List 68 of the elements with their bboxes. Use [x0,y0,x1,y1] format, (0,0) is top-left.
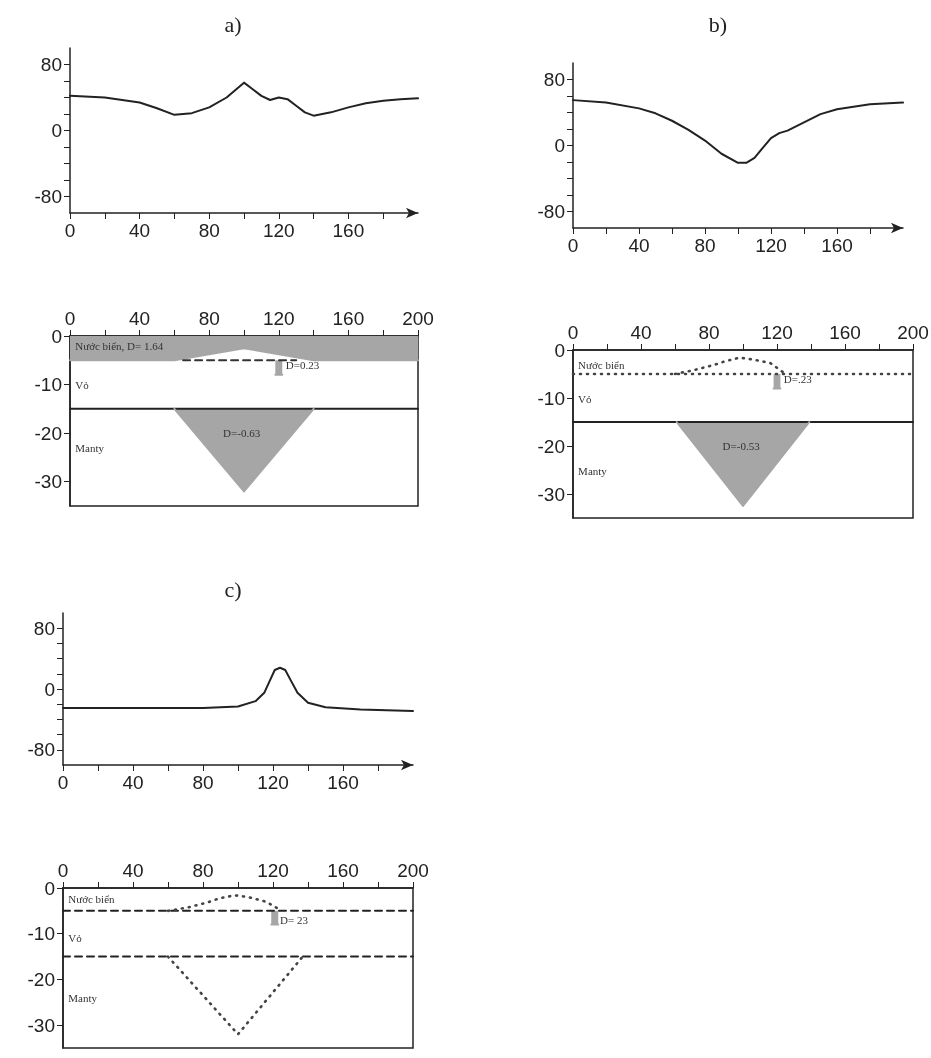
x-tick-label: 0 [64,308,76,329]
annotation: Nước biển, D= 1.64 [75,340,164,353]
annotation: D= 23 [280,914,309,926]
x-tick-label: 40 [628,235,650,256]
y-tick-label: 0 [51,120,62,141]
annotation: Manty [75,442,105,455]
annotation: Vỏ [68,931,83,944]
x-tick-label: 160 [829,322,861,343]
chart-title: b) [708,11,728,37]
y-tick-label: -20 [27,968,55,990]
annotation: Manty [68,992,98,1005]
x-tick-label: 120 [262,220,295,241]
y-tick-label: -30 [34,471,62,493]
x-tick-label: 40 [129,220,151,241]
x-tick-label: 160 [327,772,359,793]
annotation: Nước biển [68,893,116,906]
y-tick-label: 0 [44,877,55,899]
x-tick-label: 160 [327,860,359,881]
y-tick-label: -10 [537,387,565,409]
x-tick-label: 160 [332,220,365,241]
y-tick-label: -20 [537,435,565,457]
y-tick-label: -80 [34,186,62,207]
x-tick-label: 80 [192,772,214,793]
annotation: Nước biển [578,359,625,372]
y-tick-label: 0 [554,135,565,156]
x-tick-label: 40 [129,308,151,329]
y-tick-label: -80 [537,201,565,222]
annotation: Vỏ [75,379,90,392]
y-tick-label: -30 [27,1014,55,1036]
x-tick-label: 0 [567,322,579,343]
x-tick-label: 160 [332,308,365,329]
x-tick-label: 0 [567,235,579,256]
annotation: D=-0.53 [722,439,761,452]
y-tick-label: 80 [40,54,62,75]
annotation: Manty [578,464,608,477]
x-tick-label: 80 [192,860,214,881]
chart-title: a) [224,11,242,37]
x-tick-label: 80 [198,308,220,329]
y-tick-label: -30 [537,483,565,505]
annotation: D=0.23 [285,358,320,371]
x-tick-label: 40 [630,322,652,343]
y-tick-label: -10 [27,923,55,945]
x-tick-label: 120 [257,860,289,881]
x-tick-label: 120 [755,235,787,256]
annotation: D=-0.63 [223,426,261,439]
x-tick-label: 160 [821,235,853,256]
annotation: Vỏ [578,392,593,405]
y-tick-label: -80 [27,739,55,761]
x-tick-label: 40 [122,860,144,881]
x-tick-label: 120 [257,772,289,793]
y-tick-label: 80 [543,69,565,90]
x-tick-label: 40 [122,772,144,793]
y-tick-label: 0 [554,339,565,361]
x-tick-label: 120 [262,308,295,329]
annotation: D=.23 [783,372,813,385]
y-tick-label: -10 [34,374,62,396]
x-tick-label: 200 [897,322,929,343]
x-tick-label: 80 [698,322,720,343]
x-tick-label: 0 [64,220,76,241]
x-tick-label: 120 [761,322,793,343]
y-tick-label: 0 [44,678,55,700]
y-tick-label: 80 [33,617,55,639]
x-tick-label: 200 [402,308,434,329]
x-tick-label: 80 [198,220,220,241]
y-tick-label: -20 [34,422,62,444]
x-tick-label: 80 [694,235,716,256]
x-tick-label: 200 [397,860,429,881]
chart-title: c) [224,576,242,602]
